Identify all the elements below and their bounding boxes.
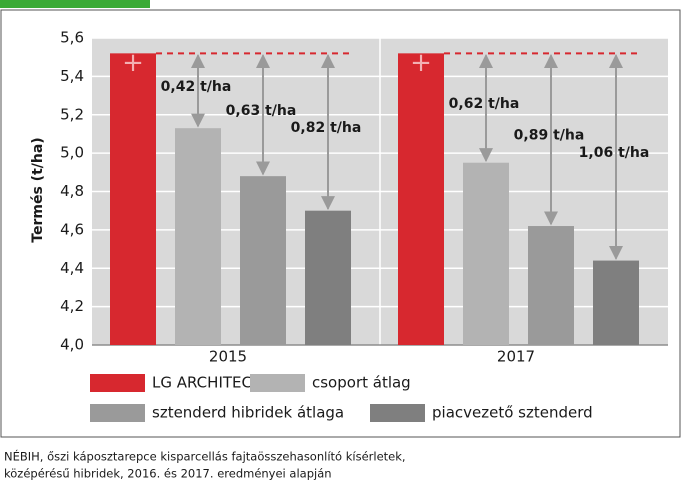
legend-swatch — [90, 374, 145, 392]
source-line: NÉBIH, őszi káposztarepce kisparcellás f… — [4, 449, 406, 464]
plus-icon: + — [410, 48, 432, 78]
x-tick-label: 2015 — [209, 348, 247, 366]
legend-swatch — [90, 404, 145, 422]
bar — [528, 226, 574, 345]
difference-label: 0,42 t/ha — [161, 79, 232, 95]
y-axis-label: Termés (t/ha) — [30, 137, 46, 242]
plus-icon: + — [122, 48, 144, 78]
y-tick-label: 4,2 — [60, 297, 84, 315]
y-tick-label: 4,6 — [60, 220, 84, 238]
bar — [110, 53, 156, 345]
bar — [240, 176, 286, 345]
bar — [398, 53, 444, 345]
y-tick-label: 4,4 — [60, 259, 84, 277]
x-tick-label: 2017 — [497, 348, 535, 366]
y-tick-label: 5,2 — [60, 105, 84, 123]
legend-label: piacvezető sztenderd — [432, 404, 593, 422]
frame — [0, 9, 681, 438]
bar — [463, 162, 509, 345]
difference-label: 0,89 t/ha — [514, 128, 585, 144]
bar — [175, 128, 221, 345]
header-strip — [0, 0, 150, 8]
y-tick-label: 5,0 — [60, 144, 84, 162]
difference-label: 0,82 t/ha — [291, 120, 362, 136]
legend-label: csoport átlag — [312, 374, 411, 392]
legend-swatch — [250, 374, 305, 392]
source-line: középérésű hibridek, 2016. és 2017. ered… — [4, 467, 332, 481]
difference-label: 0,63 t/ha — [226, 103, 297, 119]
legend-label: sztenderd hibridek átlaga — [152, 404, 344, 422]
y-tick-label: 4,8 — [60, 182, 84, 200]
difference-label: 0,62 t/ha — [449, 96, 520, 112]
legend-swatch — [370, 404, 425, 422]
y-tick-label: 5,4 — [60, 67, 84, 85]
difference-label: 1,06 t/ha — [579, 145, 650, 161]
bar — [593, 260, 639, 345]
bar — [305, 210, 351, 345]
y-tick-label: 5,6 — [60, 29, 84, 47]
y-tick-label: 4,0 — [60, 336, 84, 354]
legend-label: LG ARCHITECT — [152, 374, 262, 392]
